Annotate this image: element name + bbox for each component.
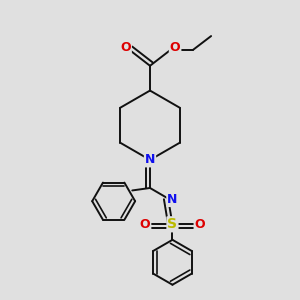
Text: N: N xyxy=(167,193,178,206)
Text: S: S xyxy=(167,217,178,231)
Text: N: N xyxy=(145,153,155,167)
Text: O: O xyxy=(195,218,205,231)
Text: O: O xyxy=(170,41,180,54)
Text: O: O xyxy=(140,218,150,231)
Text: O: O xyxy=(120,41,131,54)
